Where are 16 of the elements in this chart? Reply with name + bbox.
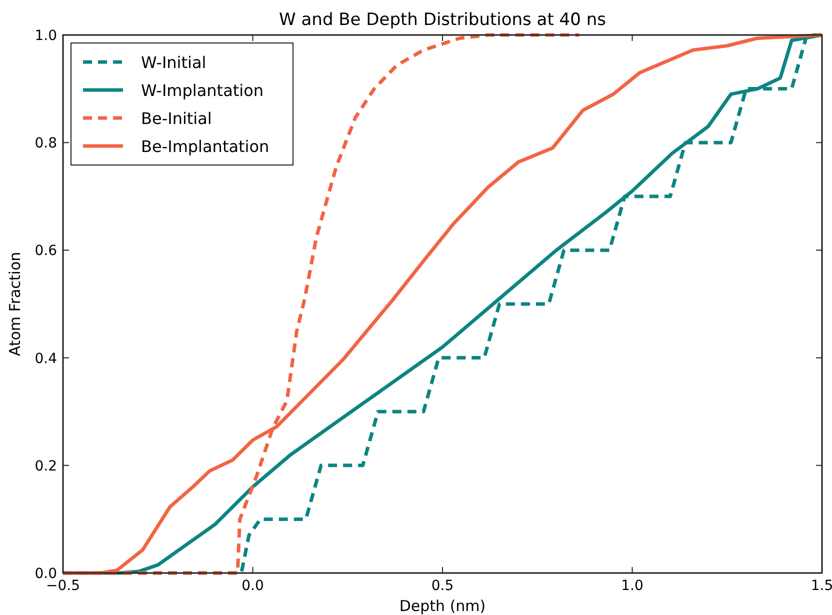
legend-label: Be-Implantation xyxy=(141,137,270,156)
y-tick-label: 0.2 xyxy=(34,458,57,474)
x-tick-label: 0.0 xyxy=(242,578,264,594)
x-tick-label: 1.5 xyxy=(810,578,832,594)
legend-label: W-Initial xyxy=(141,53,206,72)
chart-title: W and Be Depth Distributions at 40 ns xyxy=(279,10,606,30)
y-tick-label: 0.4 xyxy=(34,350,58,367)
legend-label: Be-Initial xyxy=(141,109,212,128)
x-axis-title: Depth (nm) xyxy=(399,597,486,615)
y-tick-label: 0.6 xyxy=(34,243,58,260)
x-tick-label: 0.5 xyxy=(431,578,454,594)
legend-label: W-Implantation xyxy=(141,81,264,100)
y-tick-label: 1.0 xyxy=(34,28,57,44)
x-tick-label: 1.0 xyxy=(621,578,644,594)
y-tick-label: 0.8 xyxy=(34,136,57,152)
y-axis-title: Atom Fraction xyxy=(6,252,24,356)
